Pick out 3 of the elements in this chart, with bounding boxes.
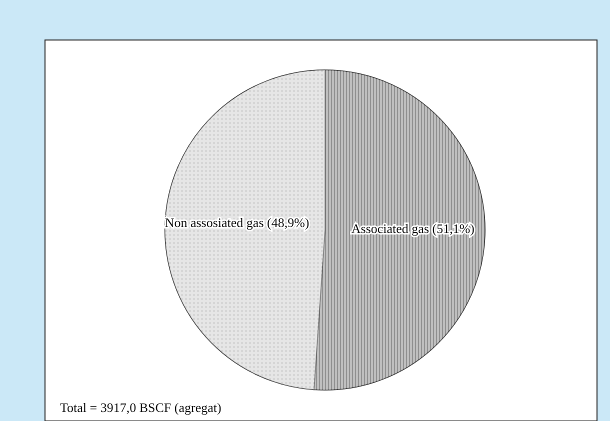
slice-label: Associated gas (51,1%)	[351, 221, 474, 236]
text: Total = 3917,0 BSCF (agregat)	[60, 400, 222, 415]
slice-label: Non assosiated gas (48,9%)	[164, 214, 310, 230]
